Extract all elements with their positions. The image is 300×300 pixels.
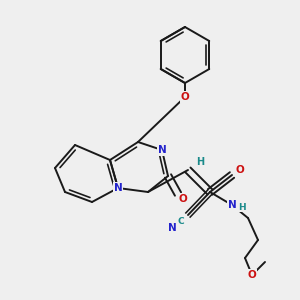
Text: H: H [238,202,246,211]
Text: H: H [196,157,204,167]
Text: C: C [178,217,184,226]
Text: N: N [114,183,122,193]
Text: O: O [181,92,189,102]
Text: N: N [168,223,176,233]
Text: O: O [236,165,244,175]
Text: N: N [158,145,166,155]
Text: O: O [248,270,256,280]
Text: N: N [228,200,236,210]
Text: O: O [178,194,188,204]
